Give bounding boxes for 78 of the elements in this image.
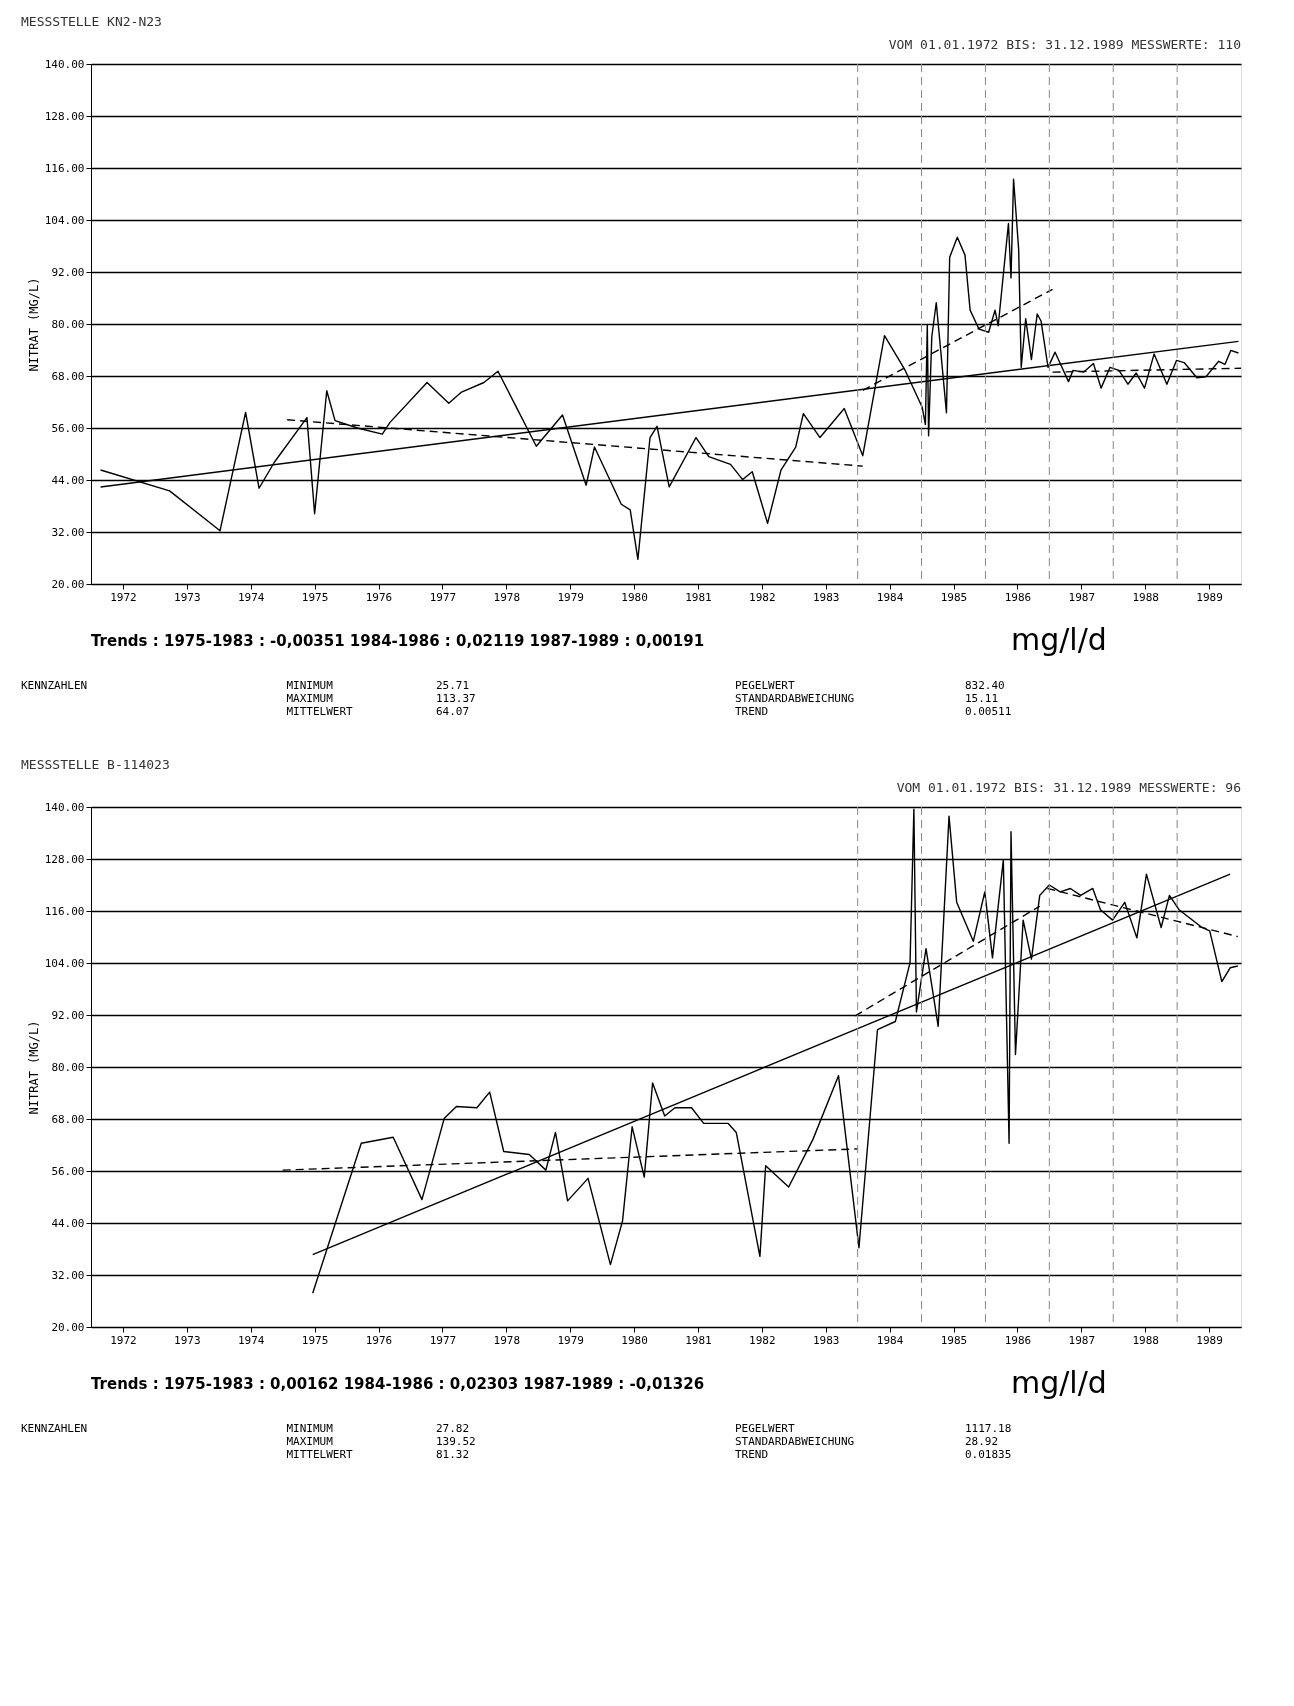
y-tick-label: 44.00 — [51, 473, 85, 487]
x-tick-label: 1983 — [812, 590, 840, 604]
x-tick-label: 1978 — [493, 1333, 521, 1347]
y-tick-label: 80.00 — [51, 317, 85, 331]
text: mg/l/d — [1011, 1365, 1107, 1400]
text: 1117.18 28.92 0.01835 — [965, 1422, 1012, 1461]
x-tick-label: 1973 — [174, 590, 201, 604]
y-tick-label: 20.00 — [51, 577, 85, 591]
y-tick-label: 32.00 — [51, 525, 85, 539]
text: 832.40 15.11 0.00511 — [965, 679, 1012, 718]
text: KENNZAHLEN — [21, 1422, 88, 1435]
x-tick-label: 1972 — [110, 590, 137, 604]
x-tick-label: 1980 — [621, 1333, 648, 1347]
chart-subtitle: VOM 01.01.1972 BIS: 31.12.1989 MESSWERTE: 96 — [896, 780, 1241, 795]
y-tick-label: 68.00 — [51, 369, 85, 383]
x-tick-label: 1977 — [429, 1333, 457, 1347]
text: 27.82 139.52 81.32 — [436, 1422, 476, 1461]
x-tick-label: 1984 — [876, 1333, 904, 1347]
x-tick-label: 1979 — [557, 590, 584, 604]
x-tick-label: 1989 — [1196, 590, 1223, 604]
x-tick-label: 1972 — [110, 1333, 137, 1347]
y-tick-label: 20.00 — [51, 1320, 85, 1334]
x-tick-label: 1987 — [1068, 590, 1096, 604]
x-tick-label: 1985 — [940, 590, 968, 604]
text: Trends : 1975-1983 : 0,00162 1984-1986 : 0,02303 1987-1989 : -0,01326 — [91, 1375, 705, 1393]
x-tick-label: 1988 — [1132, 590, 1159, 604]
y-tick-label: 104.00 — [44, 213, 85, 227]
text: MINIMUM MAXIMUM MITTELWERT — [286, 1422, 354, 1461]
x-tick-label: 1975 — [301, 590, 329, 604]
text: MINIMUM MAXIMUM MITTELWERT — [286, 679, 354, 718]
x-tick-label: 1976 — [365, 590, 393, 604]
text: KENNZAHLEN — [21, 679, 88, 692]
x-tick-label: 1984 — [876, 590, 904, 604]
x-tick-label: 1986 — [1004, 590, 1032, 604]
y-tick-label: 128.00 — [44, 852, 85, 866]
y-tick-label: 140.00 — [44, 800, 85, 814]
x-tick-label: 1981 — [685, 1333, 712, 1347]
y-tick-label: 92.00 — [51, 265, 85, 279]
x-tick-label: 1989 — [1196, 1333, 1223, 1347]
x-tick-label: 1973 — [174, 1333, 201, 1347]
text: 25.71 113.37 64.07 — [436, 679, 476, 718]
x-tick-label: 1983 — [812, 1333, 840, 1347]
chart-subtitle: VOM 01.01.1972 BIS: 31.12.1989 MESSWERTE: 110 — [888, 37, 1241, 52]
x-tick-label: 1976 — [365, 1333, 393, 1347]
y-tick-label: 68.00 — [51, 1112, 85, 1126]
text: Trends : 1975-1983 : -0,00351 1984-1986 : 0,02119 1987-1989 : 0,00191 — [91, 632, 705, 650]
text: PEGELWERT STANDARDABWEICHUNG TREND — [735, 679, 855, 718]
x-tick-label: 1974 — [237, 590, 265, 604]
x-tick-label: 1987 — [1068, 1333, 1096, 1347]
y-tick-label: 104.00 — [44, 956, 85, 970]
x-tick-label: 1982 — [749, 1333, 776, 1347]
x-tick-label: 1977 — [429, 590, 457, 604]
x-tick-label: 1979 — [557, 1333, 584, 1347]
x-tick-label: 1978 — [493, 590, 521, 604]
y-tick-label: 56.00 — [51, 1164, 85, 1178]
x-tick-label: 1981 — [685, 590, 712, 604]
x-tick-label: 1974 — [237, 1333, 265, 1347]
y-axis-title: NITRAT (MG/L) — [26, 1020, 41, 1115]
x-tick-label: 1975 — [301, 1333, 329, 1347]
text: mg/l/d — [1011, 622, 1107, 657]
text: PEGELWERT STANDARDABWEICHUNG TREND — [735, 1422, 855, 1461]
y-tick-label: 116.00 — [44, 161, 85, 175]
x-tick-label: 1982 — [749, 590, 776, 604]
chart-title: MESSSTELLE KN2-N23 — [21, 14, 162, 29]
y-tick-label: 32.00 — [51, 1268, 85, 1282]
x-tick-label: 1980 — [621, 590, 648, 604]
y-axis-title: NITRAT (MG/L) — [26, 277, 41, 372]
y-tick-label: 44.00 — [51, 1216, 85, 1230]
y-tick-label: 80.00 — [51, 1060, 85, 1074]
chart-title: MESSSTELLE B-114023 — [21, 757, 170, 772]
y-tick-label: 56.00 — [51, 421, 85, 435]
x-tick-label: 1986 — [1004, 1333, 1032, 1347]
x-tick-label: 1985 — [940, 1333, 968, 1347]
y-tick-label: 140.00 — [44, 57, 85, 71]
y-tick-label: 92.00 — [51, 1008, 85, 1022]
x-tick-label: 1988 — [1132, 1333, 1159, 1347]
y-tick-label: 128.00 — [44, 109, 85, 123]
y-tick-label: 116.00 — [44, 904, 85, 918]
